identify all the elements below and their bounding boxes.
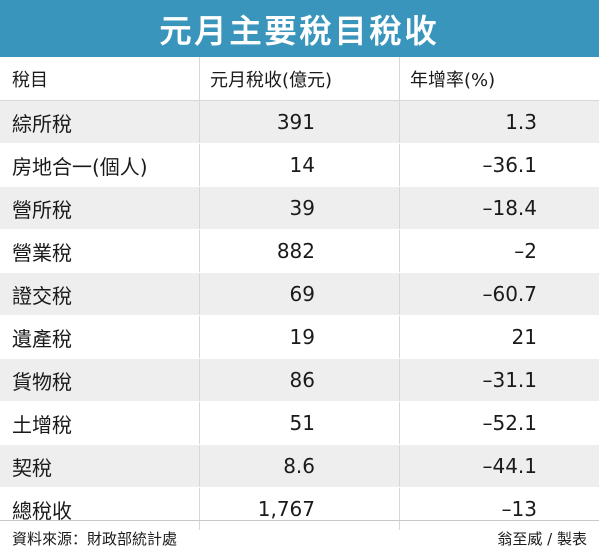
table-row: 貨物稅 86 –31.1	[0, 359, 599, 402]
table-body: 綜所稅 391 1.3 房地合一(個人) 14 –36.1 營所稅 39 –18…	[0, 101, 599, 531]
tax-item-cell: 證交稅	[0, 273, 200, 315]
growth-cell: –52.1	[482, 411, 537, 435]
table-row: 契稅 8.6 –44.1	[0, 445, 599, 488]
revenue-cell: 8.6	[200, 445, 400, 487]
column-header-january-revenue: 元月稅收(億元)	[200, 57, 400, 100]
revenue-cell: 391	[200, 101, 400, 143]
revenue-cell: 51	[200, 402, 400, 444]
tax-item-cell: 總稅收	[0, 488, 200, 530]
growth-cell: –2	[514, 239, 537, 263]
revenue-cell: 19	[200, 316, 400, 358]
column-header-tax-item: 稅目	[0, 57, 200, 100]
growth-cell: –36.1	[482, 153, 537, 177]
growth-cell: –18.4	[482, 196, 537, 220]
table-row: 遺產稅 19 21	[0, 316, 599, 359]
tax-item-cell: 契稅	[0, 445, 200, 487]
growth-cell: 1.3	[505, 110, 537, 134]
revenue-cell: 86	[200, 359, 400, 401]
growth-cell: –60.7	[482, 282, 537, 306]
table-row: 營業稅 882 –2	[0, 230, 599, 273]
growth-cell: –44.1	[482, 454, 537, 478]
tax-item-cell: 綜所稅	[0, 101, 200, 143]
tax-item-cell: 土增稅	[0, 402, 200, 444]
footer: 資料來源：財政部統計處 翁至威 / 製表	[0, 520, 599, 556]
table-row: 綜所稅 391 1.3	[0, 101, 599, 144]
table-title: 元月主要稅目稅收	[0, 0, 599, 57]
tax-item-cell: 營所稅	[0, 187, 200, 229]
table-row: 房地合一(個人) 14 –36.1	[0, 144, 599, 187]
tax-item-cell: 營業稅	[0, 230, 200, 272]
revenue-cell: 69	[200, 273, 400, 315]
table-row: 總稅收 1,767 –13	[0, 488, 599, 531]
table-row: 土增稅 51 –52.1	[0, 402, 599, 445]
table-header-row: 稅目 元月稅收(億元) 年增率(%)	[0, 57, 599, 101]
source-note: 資料來源：財政部統計處	[12, 530, 178, 548]
table-row: 營所稅 39 –18.4	[0, 187, 599, 230]
revenue-cell: 39	[200, 187, 400, 229]
tax-item-cell: 房地合一(個人)	[0, 144, 200, 186]
revenue-cell: 1,767	[200, 488, 400, 530]
table-row: 證交稅 69 –60.7	[0, 273, 599, 316]
growth-cell: –31.1	[482, 368, 537, 392]
tax-item-cell: 貨物稅	[0, 359, 200, 401]
column-header-yoy-growth: 年增率(%)	[410, 69, 496, 91]
tax-item-cell: 遺產稅	[0, 316, 200, 358]
credit-note: 翁至威 / 製表	[497, 530, 587, 548]
revenue-cell: 14	[200, 144, 400, 186]
growth-cell: 21	[511, 325, 537, 349]
growth-cell: –13	[501, 497, 537, 521]
revenue-cell: 882	[200, 230, 400, 272]
